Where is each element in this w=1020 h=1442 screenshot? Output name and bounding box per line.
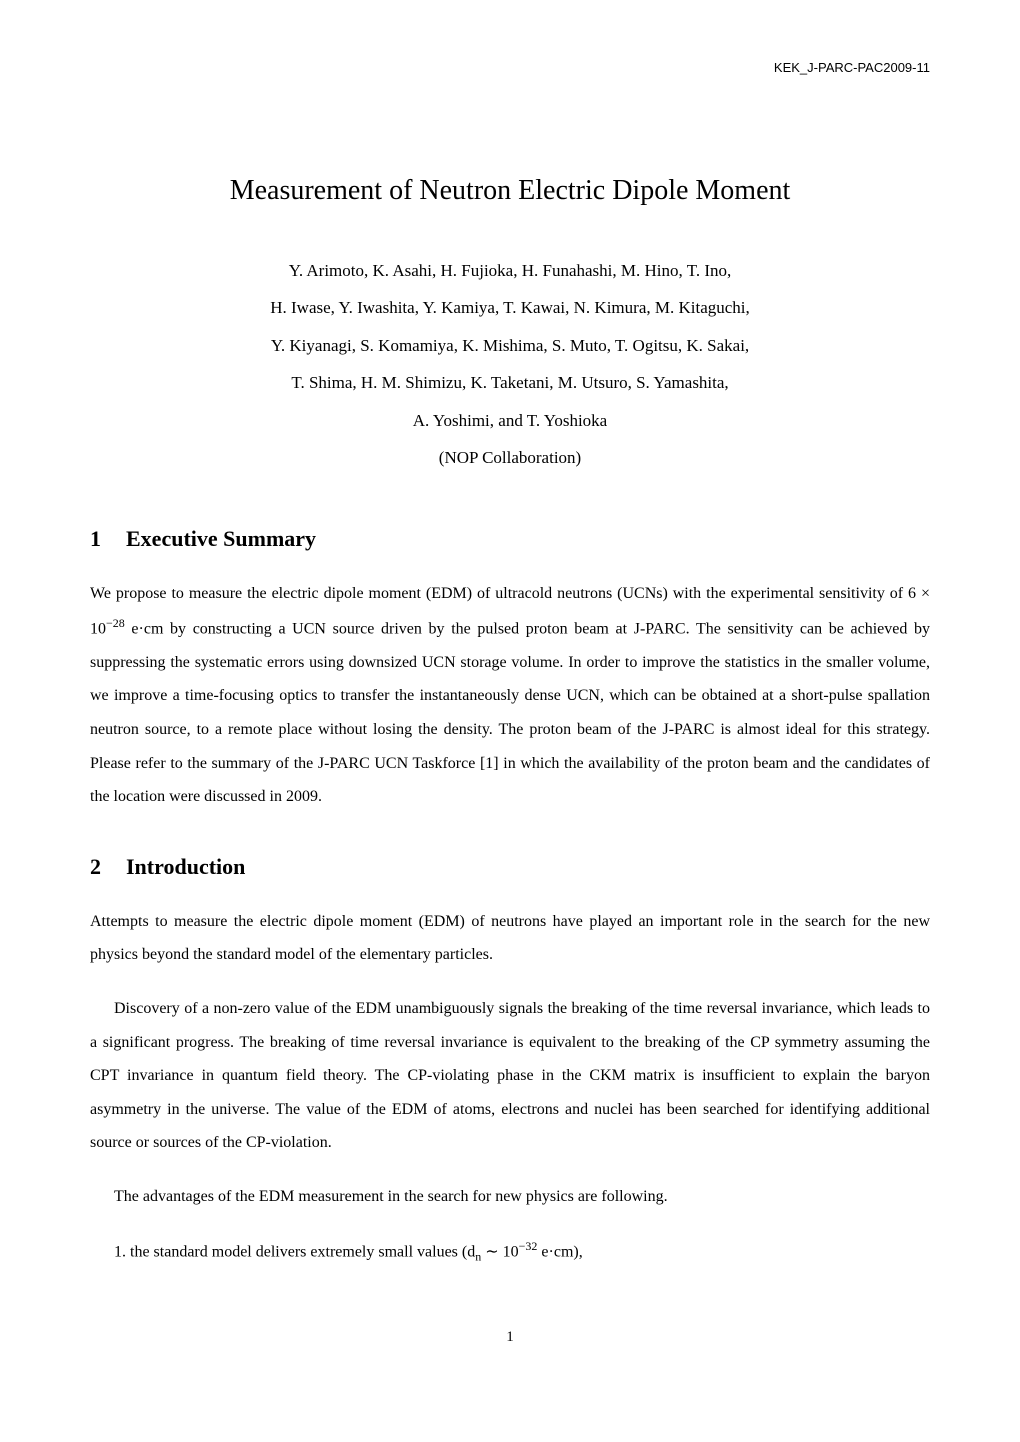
authors-line-5: A. Yoshimi, and T. Yoshioka xyxy=(90,402,930,439)
section-1-number: 1 xyxy=(90,526,101,552)
item1-part-a: 1. the standard model delivers extremely… xyxy=(114,1243,475,1260)
authors-line-1: Y. Arimoto, K. Asahi, H. Fujioka, H. Fun… xyxy=(90,252,930,289)
item1-part-c: e·cm), xyxy=(537,1243,582,1260)
page-number: 1 xyxy=(90,1329,930,1346)
section-2-paragraph-1: Attempts to measure the electric dipole … xyxy=(90,905,930,972)
section-1-paragraph-1: We propose to measure the electric dipol… xyxy=(90,577,930,813)
paper-title: Measurement of Neutron Electric Dipole M… xyxy=(90,175,930,207)
section-2-title: Introduction xyxy=(126,854,245,879)
item1-part-b: ∼ 10 xyxy=(481,1243,518,1260)
section-2-number: 2 xyxy=(90,854,101,880)
p1-part-b: e·cm by constructing a UCN source driven… xyxy=(90,620,930,805)
p1-exponent: −28 xyxy=(106,616,125,630)
author-list: Y. Arimoto, K. Asahi, H. Fujioka, H. Fun… xyxy=(90,252,930,476)
document-id: KEK_J-PARC-PAC2009-11 xyxy=(90,60,930,75)
authors-line-2: H. Iwase, Y. Iwashita, Y. Kamiya, T. Kaw… xyxy=(90,289,930,326)
section-2-paragraph-2: Discovery of a non-zero value of the EDM… xyxy=(90,992,930,1160)
section-2-paragraph-3: The advantages of the EDM measurement in… xyxy=(90,1180,930,1214)
collaboration-name: (NOP Collaboration) xyxy=(90,439,930,476)
item1-exponent: −32 xyxy=(519,1239,538,1253)
authors-line-3: Y. Kiyanagi, S. Komamiya, K. Mishima, S.… xyxy=(90,327,930,364)
list-item-1: 1. the standard model delivers extremely… xyxy=(114,1234,930,1270)
section-2-heading: 2 Introduction xyxy=(90,854,930,880)
authors-line-4: T. Shima, H. M. Shimizu, K. Taketani, M.… xyxy=(90,364,930,401)
section-1-heading: 1 Executive Summary xyxy=(90,526,930,552)
section-1-title: Executive Summary xyxy=(126,526,316,551)
